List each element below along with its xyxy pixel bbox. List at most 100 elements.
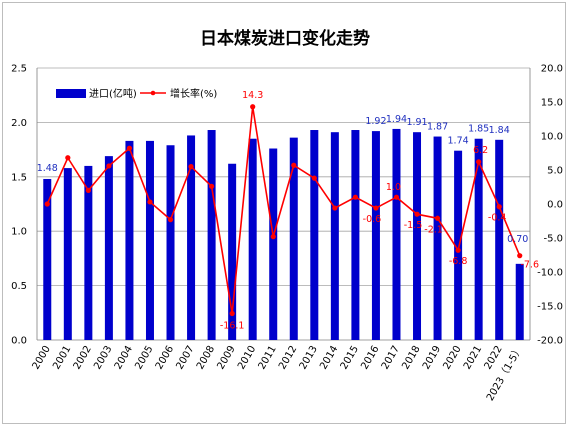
bar	[166, 145, 175, 340]
line-point	[291, 162, 297, 168]
x-tick-label: 2001	[51, 344, 73, 372]
line-point	[229, 310, 235, 317]
bar	[187, 135, 196, 340]
line-data-label: 6.2	[473, 145, 488, 156]
x-tick-label: 2004	[113, 344, 135, 372]
left-tick-label: 2.5	[11, 64, 27, 75]
right-tick-label: 20.0	[541, 64, 563, 75]
legend-label-bar: 进口(亿吨)	[89, 87, 137, 100]
line-point	[434, 215, 441, 221]
bar-data-label: 0.70	[507, 234, 528, 245]
bar	[515, 263, 524, 340]
line-data-label: -16.1	[220, 320, 245, 331]
right-tick-label: 15.0	[541, 98, 563, 109]
x-tick-label: 2011	[257, 344, 279, 372]
line-point	[311, 175, 317, 181]
line-point	[352, 194, 358, 200]
x-tick-label: 2007	[174, 344, 196, 372]
line-point	[332, 205, 338, 211]
x-tick-label: 2017	[380, 344, 402, 372]
bar-data-label: 1.84	[489, 125, 510, 136]
line-point	[147, 199, 153, 205]
bar	[84, 165, 93, 340]
line-point	[373, 205, 379, 211]
x-tick-label: 2015	[339, 344, 361, 372]
chart-title: 日本煤炭进口变化走势	[200, 28, 370, 49]
right-tick-label: 5.0	[547, 166, 563, 177]
bar	[63, 168, 72, 340]
left-tick-label: 0.5	[11, 281, 27, 292]
bar-data-label: 1.74	[448, 136, 469, 147]
right-tick-label: -5.0	[543, 234, 563, 245]
right-tick-label: 0.0	[547, 200, 563, 211]
bar	[330, 132, 339, 340]
bar-data-label: 1.92	[365, 116, 386, 127]
line-data-label: -0.4	[488, 213, 507, 224]
right-tick-label: -10.0	[537, 268, 563, 279]
line-data-label: 14.3	[242, 90, 263, 101]
bar	[269, 148, 278, 340]
bar	[125, 140, 134, 340]
legend-swatch-bar	[56, 89, 86, 98]
bar	[454, 150, 463, 340]
x-tick-label: 2021	[462, 344, 484, 372]
bar-data-label: 1.94	[386, 114, 407, 125]
legend-label-line: 增长率(%)	[170, 87, 217, 100]
bar	[228, 163, 237, 340]
left-tick-label: 1.0	[11, 227, 27, 238]
right-tick-label: 10.0	[541, 132, 563, 143]
x-tick-label: 2008	[195, 344, 217, 372]
x-tick-label: 2003	[92, 344, 114, 372]
x-tick-label: 2005	[133, 344, 155, 372]
growth-line	[46, 106, 521, 314]
line-data-label: 1.0	[386, 182, 401, 193]
legend: 进口(亿吨) 增长率(%)	[56, 87, 217, 100]
line-point	[167, 217, 174, 223]
bar-data-label: 1.87	[427, 122, 448, 133]
left-axis: 0.0 0.5 1.0 1.5 2.0 2.5	[11, 64, 27, 347]
bar-data-label: 1.48	[37, 163, 58, 174]
bar	[474, 138, 483, 340]
chart-frame	[2, 2, 566, 424]
x-tick-label: 2006	[154, 344, 176, 372]
bar	[104, 156, 113, 340]
line-point	[65, 155, 71, 161]
x-tick-label: 2014	[318, 344, 340, 372]
bar	[289, 137, 298, 340]
bar	[207, 130, 216, 340]
line-point	[188, 164, 194, 170]
line-data-label: -1.5	[404, 220, 423, 231]
line-point	[209, 183, 215, 189]
bar	[495, 139, 504, 340]
bar	[145, 140, 154, 340]
x-axis: 2000200120022003200420052006200720082009…	[31, 344, 526, 404]
line-point	[476, 159, 482, 165]
line-point	[393, 194, 400, 200]
line-point	[126, 145, 133, 151]
line-series	[44, 104, 523, 317]
line-point	[414, 211, 420, 217]
left-tick-label: 1.5	[11, 172, 27, 183]
left-tick-label: 2.0	[11, 118, 27, 129]
data-labels: 1.48 1.92 1.94 1.91 1.871.741.85 1.84 0.70 -16.…	[37, 90, 539, 332]
bar-data-label: 1.91	[406, 117, 427, 128]
x-tick-label: 2002	[72, 344, 94, 372]
line-point	[85, 187, 91, 193]
x-tick-label: 2020	[441, 344, 463, 372]
x-tick-label: 2010	[236, 344, 258, 372]
bar	[351, 130, 360, 340]
bar	[310, 130, 319, 340]
line-point	[496, 204, 502, 210]
x-tick-label: 2009	[215, 344, 237, 372]
x-tick-label: 2013	[298, 344, 320, 372]
x-tick-label: 2018	[400, 344, 422, 372]
bar-data-label: 1.85	[468, 124, 489, 135]
bar	[371, 131, 380, 340]
bar	[413, 132, 422, 340]
grid-lines	[36, 67, 531, 341]
line-data-label: -7.6	[520, 260, 539, 271]
line-point	[455, 247, 461, 253]
right-axis: -20.0 -15.0 -10.0 -5.0 0.0 5.0 10.0 15.0 20.0	[537, 64, 563, 347]
bar	[433, 136, 442, 340]
